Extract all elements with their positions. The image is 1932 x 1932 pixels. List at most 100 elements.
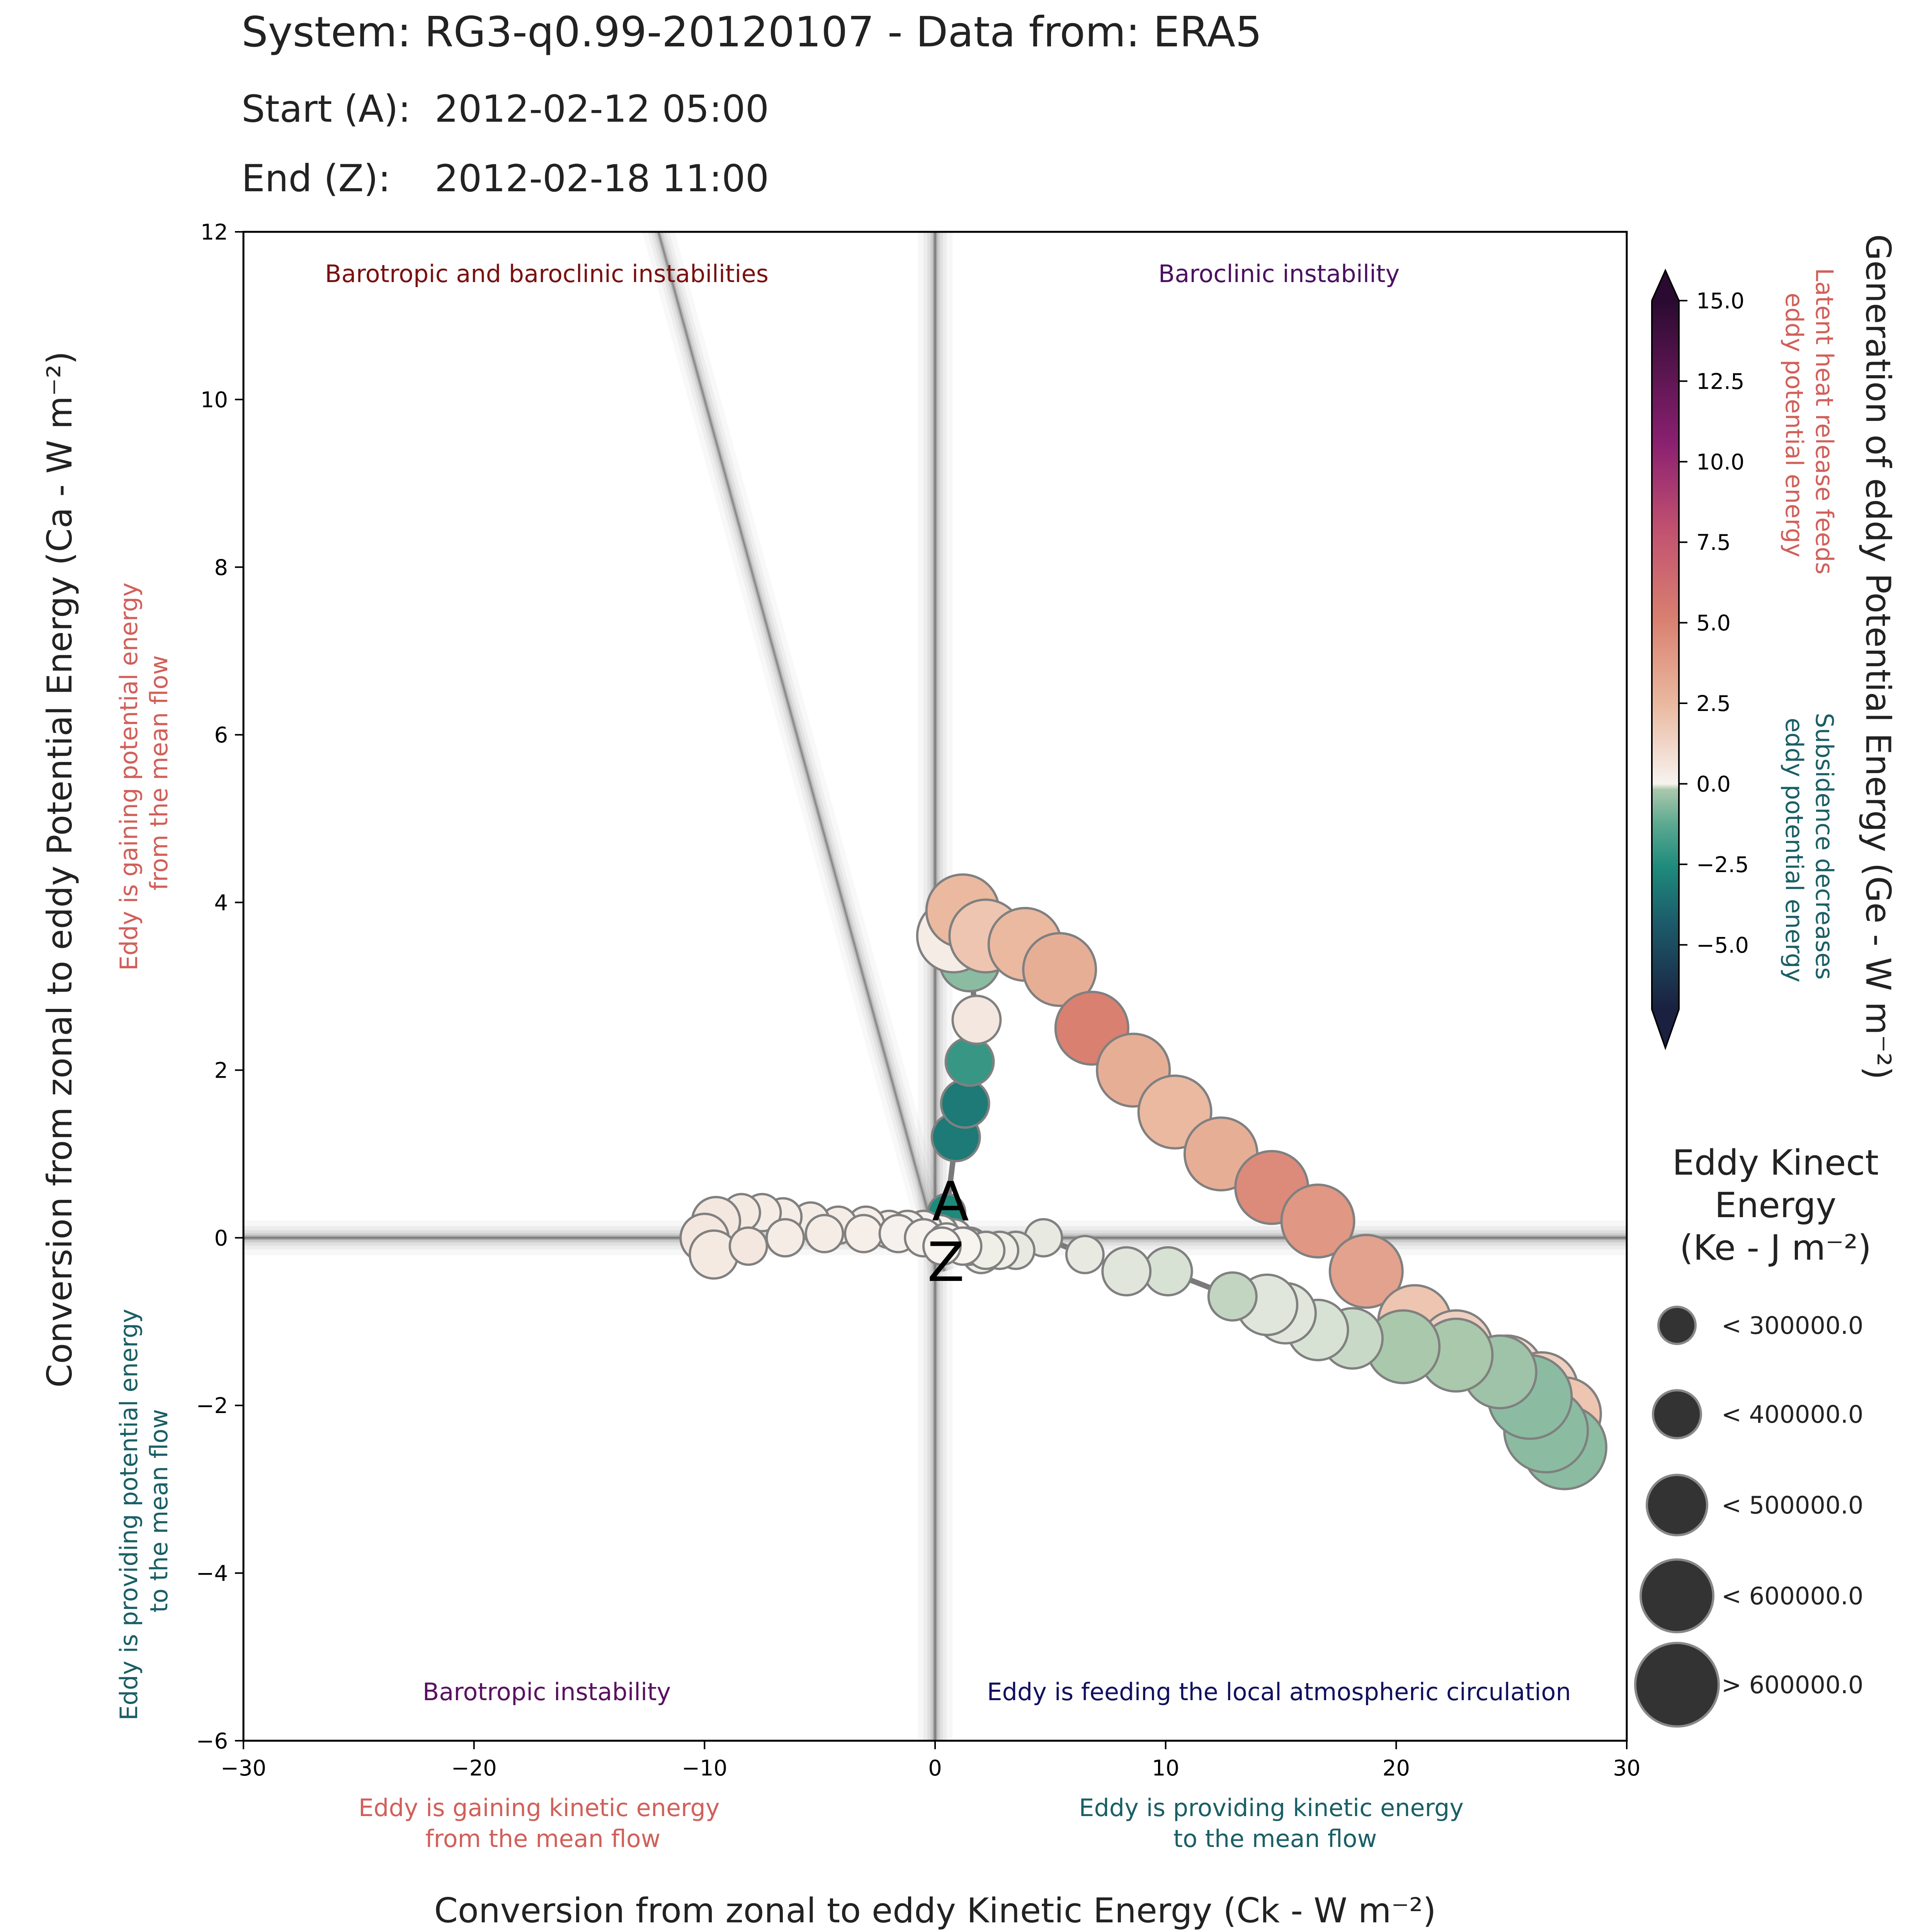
y-tick-label: −4 xyxy=(196,1561,228,1586)
size-legend-label-1: < 400000.0 xyxy=(1721,1400,1864,1429)
chart-title: System: RG3-q0.99-20120107 - Data from: … xyxy=(242,8,1262,56)
y-positive-note-line2: from the mean flow xyxy=(145,655,173,891)
size-legend-marker-3 xyxy=(1639,1558,1714,1633)
colorbar: −5.0 −2.5 0.0 2.5 5.0 7.5 10.0 12.5 15.0 xyxy=(1651,269,1749,1051)
start-value: 2012-02-12 05:00 xyxy=(435,87,769,131)
y-axis-title: Conversion from zonal to eddy Potential … xyxy=(40,351,80,1388)
y-tick-label: 6 xyxy=(214,723,228,748)
x-tick-label: −20 xyxy=(451,1756,497,1781)
colorbar-tick-label: −5.0 xyxy=(1696,933,1749,958)
diagonal-guide-band-5 xyxy=(657,232,946,1272)
y-tick-label: −6 xyxy=(196,1729,228,1754)
size-legend-label-0: < 300000.0 xyxy=(1721,1311,1864,1340)
size-legend-marker-0 xyxy=(1657,1306,1697,1345)
data-point-2 xyxy=(940,1078,990,1129)
colorbar-tick-label: −2.5 xyxy=(1696,852,1749,878)
end-value: 2012-02-18 11:00 xyxy=(435,157,769,200)
size-legend-marker-2 xyxy=(1646,1474,1708,1536)
colorbar-lower-extend xyxy=(1652,1009,1679,1048)
data-point-66 xyxy=(922,1226,962,1266)
x-tick-label: 0 xyxy=(928,1756,942,1781)
colorbar-negative-note-line1: Subsidence decreases xyxy=(1810,713,1838,980)
y-tick-label: 2 xyxy=(214,1058,228,1083)
colorbar-upper-extend xyxy=(1652,270,1679,301)
data-point-59 xyxy=(844,1214,884,1253)
colorbar-tick-label: 7.5 xyxy=(1696,530,1731,555)
end-marker: Z xyxy=(927,1231,964,1294)
size-legend-label-4: > 600000.0 xyxy=(1721,1671,1864,1699)
quadrant-labels: Barotropic and baroclinic instabilities … xyxy=(325,260,1571,1706)
colorbar-tick-label: 5.0 xyxy=(1696,611,1731,636)
colorbar-ticks: −5.0 −2.5 0.0 2.5 5.0 7.5 10.0 12.5 15.0 xyxy=(1679,289,1749,958)
x-negative-note-line2: from the mean flow xyxy=(425,1825,661,1853)
size-legend-marker-1 xyxy=(1652,1389,1702,1439)
data-points xyxy=(679,873,1607,1490)
x-tick-label: −10 xyxy=(682,1756,727,1781)
size-legend: Eddy Kinect Energy (Ke - J m⁻²) < 300000… xyxy=(1634,1143,1879,1728)
quadrant-bottom-left-label: Barotropic instability xyxy=(423,1678,671,1706)
y-negative-note-line1: Eddy is providing potential energy xyxy=(115,1309,143,1720)
end-label: End (Z): xyxy=(242,157,391,200)
size-legend-title-line3: (Ke - J m⁻²) xyxy=(1680,1228,1871,1268)
x-tick-label: 10 xyxy=(1152,1756,1179,1781)
y-tick-label: 4 xyxy=(214,891,228,916)
y-tick-label: −2 xyxy=(196,1393,228,1418)
colorbar-positive-note-line2: eddy potential energy xyxy=(1780,293,1808,558)
x-negative-note-line1: Eddy is gaining kinetic energy xyxy=(359,1794,720,1822)
data-point-16 xyxy=(1280,1183,1355,1259)
colorbar-tick-label: 12.5 xyxy=(1696,369,1745,394)
size-legend-title-line1: Eddy Kinect xyxy=(1672,1143,1879,1183)
x-positive-note-line1: Eddy is providing kinetic energy xyxy=(1079,1794,1464,1822)
colorbar-negative-note: Subsidence decreases eddy potential ener… xyxy=(1780,713,1838,988)
size-legend-items: < 300000.0 < 400000.0 < 500000.0 < 600000.0… xyxy=(1634,1306,1864,1728)
y-positive-note-line1: Eddy is gaining potential energy xyxy=(115,583,143,971)
data-point-35 xyxy=(1101,1246,1152,1297)
quadrant-top-right-label: Baroclinic instability xyxy=(1158,260,1400,288)
x-positive-note-line2: to the mean flow xyxy=(1173,1825,1377,1853)
y-tick-label: 10 xyxy=(201,388,228,413)
data-point-33 xyxy=(1207,1271,1258,1322)
y-negative-note: Eddy is providing potential energy to th… xyxy=(115,1301,173,1720)
colorbar-title: Generation of eddy Potential Energy (Ge … xyxy=(1858,234,1898,1080)
size-legend-label-3: < 600000.0 xyxy=(1721,1582,1864,1610)
quadrant-bottom-right-label: Eddy is feeding the local atmospheric ci… xyxy=(987,1678,1571,1706)
data-point-3 xyxy=(944,1036,995,1087)
data-point-58 xyxy=(804,1214,844,1253)
colorbar-positive-note-line1: Latent heat release feeds xyxy=(1810,268,1838,574)
start-label: Start (A): xyxy=(242,87,411,131)
data-point-10 xyxy=(1022,932,1097,1007)
y-tick-label: 0 xyxy=(214,1226,228,1251)
y-tick-label: 8 xyxy=(214,555,228,580)
colorbar-outline xyxy=(1651,269,1680,1051)
x-positive-note: Eddy is providing kinetic energy to the … xyxy=(1079,1794,1471,1853)
size-legend-marker-4 xyxy=(1634,1642,1720,1728)
colorbar-negative-note-line2: eddy potential energy xyxy=(1780,718,1808,983)
colorbar-gradient xyxy=(1652,301,1679,1009)
start-end-markers: AZ xyxy=(927,1170,969,1294)
size-legend-label-2: < 500000.0 xyxy=(1721,1491,1864,1519)
y-negative-note-line2: to the mean flow xyxy=(145,1409,173,1613)
y-axis-ticks: −6 −4 −2 0 2 4 6 8 10 12 xyxy=(196,220,243,1754)
y-positive-note: Eddy is gaining potential energy from th… xyxy=(115,575,173,971)
x-axis-ticks: −30 −20 −10 0 10 20 30 xyxy=(221,1741,1641,1781)
data-point-17 xyxy=(1328,1234,1404,1309)
colorbar-positive-note: Latent heat release feeds eddy potential… xyxy=(1780,268,1838,582)
x-axis-title: Conversion from zonal to eddy Kinetic En… xyxy=(434,1891,1436,1930)
data-point-4 xyxy=(951,995,1002,1045)
colorbar-tick-label: 0.0 xyxy=(1696,772,1731,797)
size-legend-title-line2: Energy xyxy=(1714,1185,1836,1226)
data-point-56 xyxy=(728,1226,768,1266)
start-marker: A xyxy=(932,1170,969,1233)
colorbar-tick-label: 2.5 xyxy=(1696,691,1731,716)
colorbar-tick-label: 15.0 xyxy=(1696,289,1745,314)
colorbar-tick-label: 10.0 xyxy=(1696,450,1745,475)
x-tick-label: 20 xyxy=(1383,1756,1410,1781)
quadrant-top-left-label: Barotropic and baroclinic instabilities xyxy=(325,260,769,288)
x-negative-note: Eddy is gaining kinetic energy from the … xyxy=(359,1794,728,1853)
x-tick-label: −30 xyxy=(221,1756,266,1781)
data-point-36 xyxy=(1065,1235,1105,1274)
x-tick-label: 30 xyxy=(1613,1756,1640,1781)
y-tick-label: 12 xyxy=(201,220,228,245)
data-point-57 xyxy=(765,1218,805,1258)
